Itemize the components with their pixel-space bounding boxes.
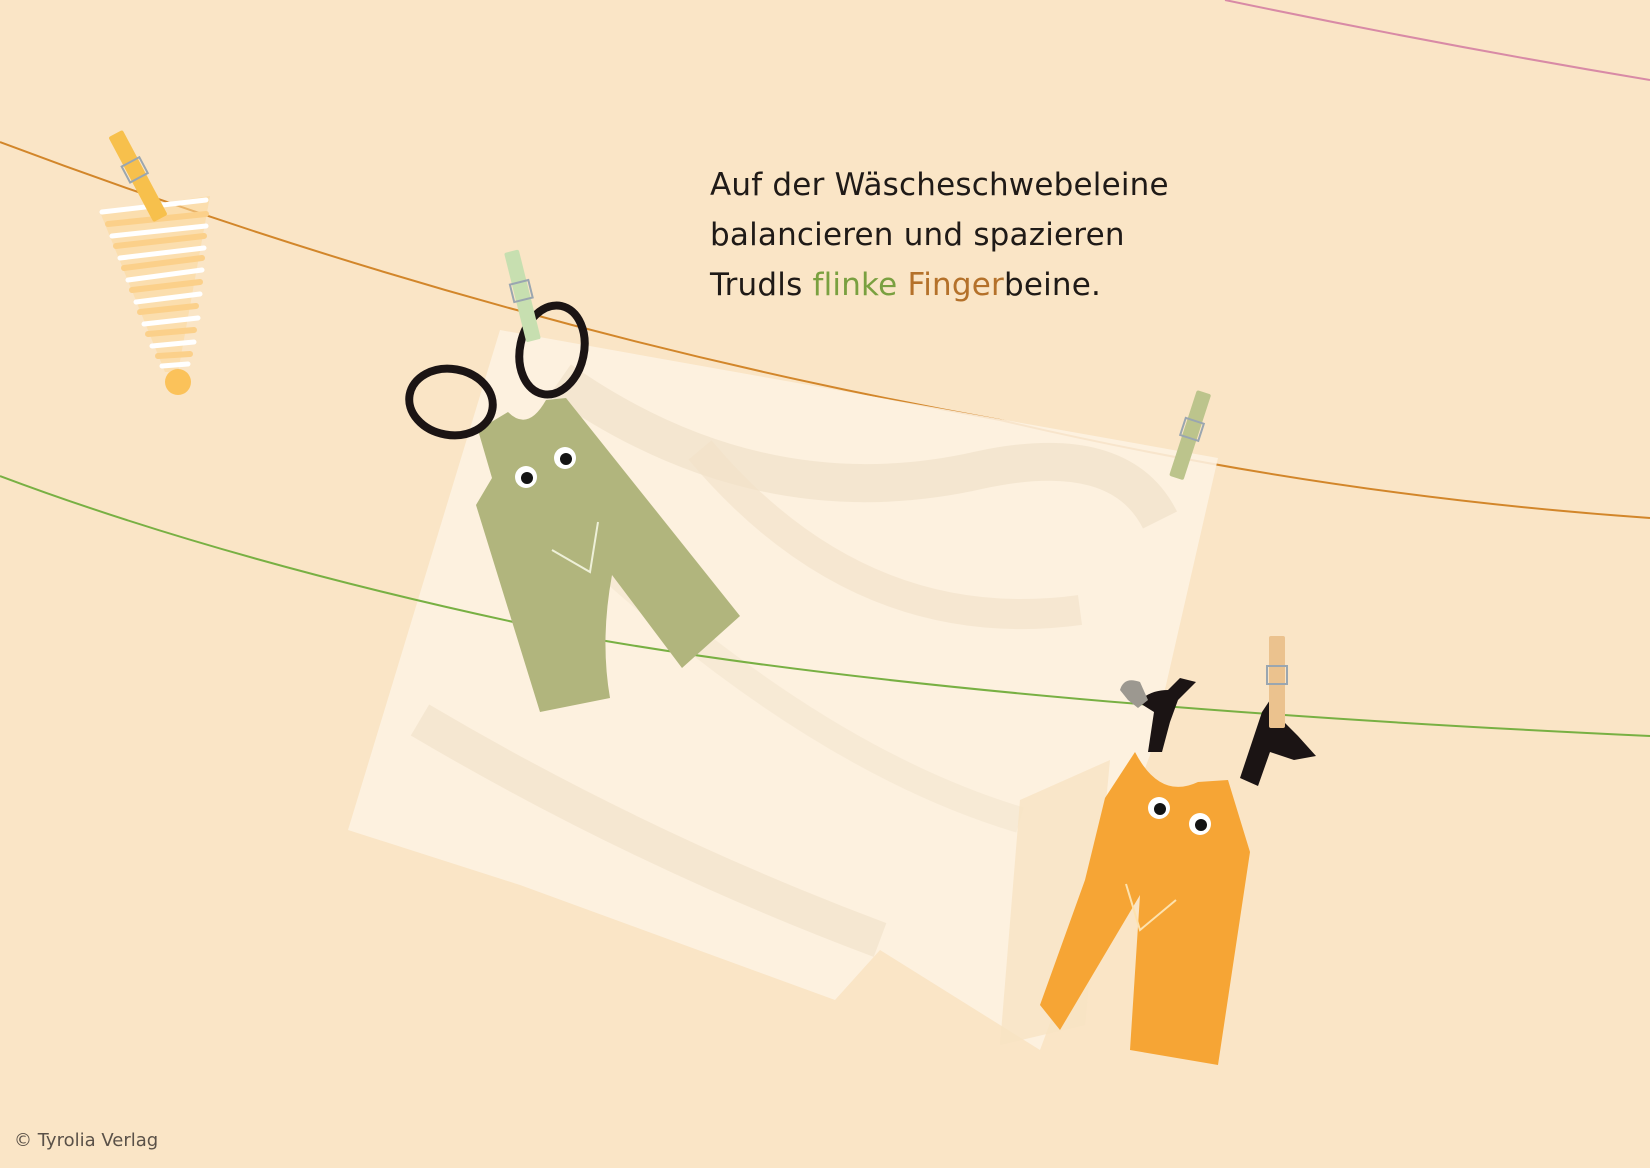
tan-clothespin (1266, 636, 1288, 728)
verse-line-1: Auf der Wäscheschwebeleine (710, 167, 1169, 203)
verse-line-2: balancieren und spazieren (710, 217, 1125, 253)
verse-word-beine: beine. (1003, 267, 1102, 303)
verse-word-flinke: flinke (812, 267, 898, 303)
verse-text: Auf der Wäscheschwebeleine balancieren u… (710, 160, 1270, 310)
sage-clothespin (1169, 390, 1211, 480)
green-clothespin (504, 249, 541, 342)
orange-overall (1040, 678, 1316, 1065)
yellow-clothespin (109, 130, 167, 222)
pink-clothesline (1224, 0, 1650, 81)
verse-space (897, 267, 907, 303)
green-overall (405, 301, 740, 712)
verse-word-trudls: Trudls (710, 267, 813, 303)
verse-line-3: Trudls flinke Fingerbeine. (710, 260, 1270, 310)
copyright-notice: © Tyrolia Verlag (14, 1130, 159, 1151)
verse-word-finger: Finger (907, 267, 1004, 303)
striped-sock (99, 196, 210, 395)
